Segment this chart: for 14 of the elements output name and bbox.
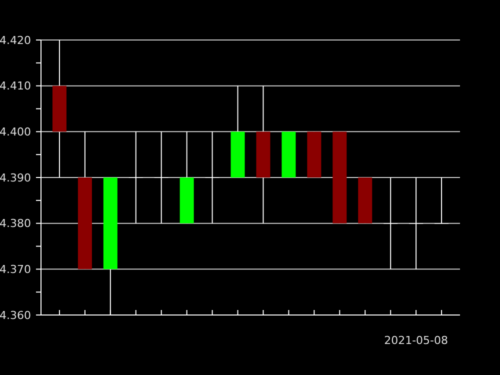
y-tick-label: 4.360 <box>0 308 31 322</box>
candlestick <box>384 177 398 270</box>
y-tick-label: 4.420 <box>0 34 31 47</box>
candlestick <box>154 131 168 224</box>
candlestick <box>205 131 220 224</box>
y-tick-label: 4.390 <box>0 171 31 184</box>
candlestick <box>128 131 143 224</box>
y-tick-label: 4.380 <box>0 217 31 230</box>
candlestick <box>434 177 449 224</box>
y-tick-label: 4.410 <box>0 80 31 93</box>
x-tick-label: 2021-05-08 <box>384 334 448 347</box>
y-tick-label: 4.370 <box>0 263 31 276</box>
candlestick <box>409 177 424 270</box>
y-tick-label: 4.400 <box>0 126 31 139</box>
